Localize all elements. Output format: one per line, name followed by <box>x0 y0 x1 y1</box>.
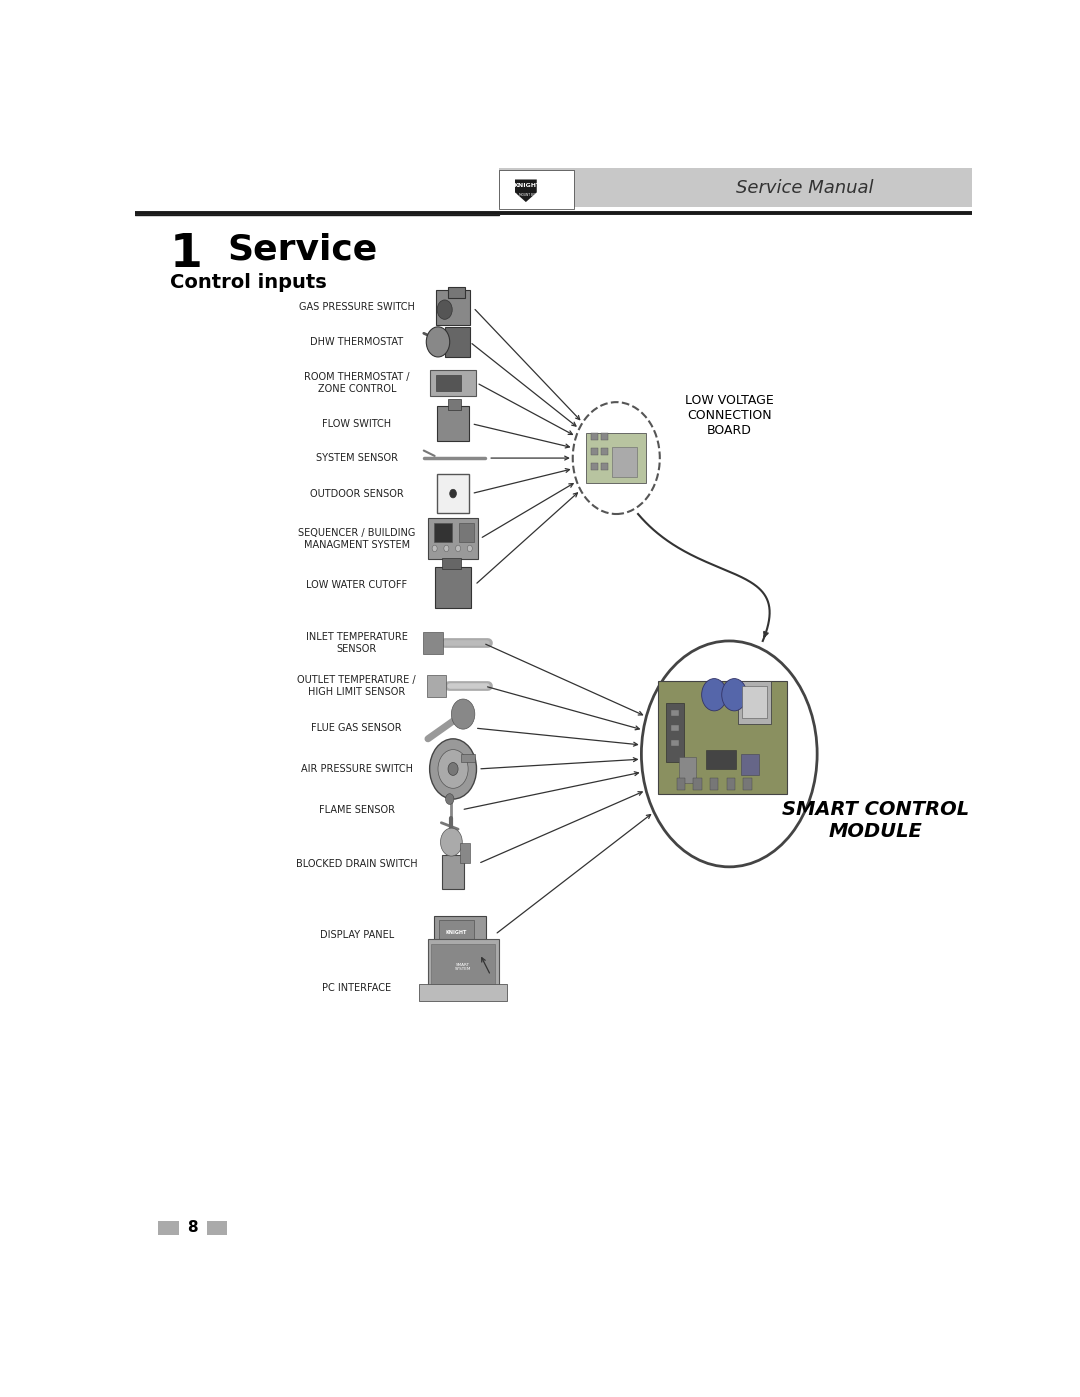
Bar <box>159 1221 178 1235</box>
Bar <box>442 559 460 569</box>
Bar <box>676 778 685 791</box>
Bar <box>671 740 679 746</box>
Text: FLOW SWITCH: FLOW SWITCH <box>322 419 391 429</box>
Text: FLUE GAS SENSOR: FLUE GAS SENSOR <box>311 724 402 733</box>
Bar <box>591 464 598 469</box>
Bar <box>665 703 684 761</box>
Bar <box>499 170 575 208</box>
Text: SMART
SYSTEM: SMART SYSTEM <box>455 963 471 971</box>
Text: PC INTERFACE: PC INTERFACE <box>322 983 391 993</box>
Bar <box>706 750 735 768</box>
Bar <box>438 919 474 946</box>
Circle shape <box>702 679 727 711</box>
Bar <box>602 433 608 440</box>
Text: DISPLAY PANEL: DISPLAY PANEL <box>320 929 394 940</box>
Bar <box>591 448 598 455</box>
Bar <box>428 518 478 559</box>
Bar <box>459 522 474 542</box>
Bar <box>499 168 972 207</box>
Bar <box>461 754 475 763</box>
Circle shape <box>432 545 437 552</box>
Bar <box>434 567 472 608</box>
Text: ROOM THERMOSTAT /
ZONE CONTROL: ROOM THERMOSTAT / ZONE CONTROL <box>305 372 409 394</box>
Bar <box>427 675 446 697</box>
Bar <box>434 916 486 953</box>
Text: KNIGHT: KNIGHT <box>513 183 540 189</box>
Text: LOW WATER CUTOFF: LOW WATER CUTOFF <box>307 580 407 590</box>
Circle shape <box>446 793 454 805</box>
Circle shape <box>427 327 449 358</box>
Bar <box>658 682 787 795</box>
Text: OUTLET TEMPERATURE /
HIGH LIMIT SENSOR: OUTLET TEMPERATURE / HIGH LIMIT SENSOR <box>297 675 416 697</box>
Circle shape <box>437 300 453 320</box>
Bar <box>437 474 469 513</box>
Circle shape <box>572 402 660 514</box>
Bar <box>727 778 735 791</box>
Circle shape <box>448 763 458 775</box>
Bar <box>430 370 476 395</box>
Text: 1: 1 <box>171 232 203 277</box>
Bar <box>602 464 608 469</box>
Bar <box>442 855 464 890</box>
Polygon shape <box>515 179 537 203</box>
Bar <box>591 433 598 440</box>
Bar <box>743 778 752 791</box>
Text: INLET TEMPERATURE
SENSOR: INLET TEMPERATURE SENSOR <box>306 633 408 654</box>
Circle shape <box>721 679 747 711</box>
Bar <box>445 327 470 358</box>
Bar <box>448 942 464 950</box>
Bar <box>436 289 470 326</box>
Text: 8: 8 <box>188 1220 198 1235</box>
Bar <box>671 725 679 731</box>
Bar <box>671 710 679 717</box>
Text: OUTDOOR SENSOR: OUTDOOR SENSOR <box>310 489 404 499</box>
Circle shape <box>456 545 460 552</box>
Bar <box>586 433 647 483</box>
Circle shape <box>438 750 468 788</box>
Circle shape <box>451 698 475 729</box>
Circle shape <box>444 545 449 552</box>
Bar <box>431 944 495 989</box>
Bar <box>693 778 702 791</box>
Text: FLAME SENSOR: FLAME SENSOR <box>319 805 395 814</box>
Text: AIR PRESSURE SWITCH: AIR PRESSURE SWITCH <box>301 764 413 774</box>
Bar <box>679 757 696 784</box>
Bar <box>436 374 461 391</box>
Circle shape <box>430 739 476 799</box>
Bar <box>207 1221 227 1235</box>
Circle shape <box>449 489 457 497</box>
Text: LOW VOLTAGE
CONNECTION
BOARD: LOW VOLTAGE CONNECTION BOARD <box>685 394 773 436</box>
Bar <box>741 754 759 775</box>
Text: SMART CONTROL
MODULE: SMART CONTROL MODULE <box>782 800 970 841</box>
Bar <box>602 448 608 455</box>
Bar <box>428 939 499 995</box>
Text: Service Manual: Service Manual <box>735 179 874 197</box>
Circle shape <box>468 545 472 552</box>
Bar <box>460 844 470 862</box>
Bar <box>738 680 771 724</box>
Bar <box>742 686 767 718</box>
Bar <box>437 407 469 441</box>
Bar <box>448 286 464 298</box>
Text: KNIGHT: KNIGHT <box>446 930 467 935</box>
Circle shape <box>642 641 818 866</box>
Circle shape <box>441 828 462 856</box>
Text: BLOCKED DRAIN SWITCH: BLOCKED DRAIN SWITCH <box>296 859 418 869</box>
Bar <box>448 400 461 409</box>
Text: Control inputs: Control inputs <box>171 272 327 292</box>
Text: DHW THERMOSTAT: DHW THERMOSTAT <box>310 337 403 346</box>
Text: GAS PRESSURE SWITCH: GAS PRESSURE SWITCH <box>299 303 415 313</box>
Bar <box>423 633 443 654</box>
Text: WALL MOUNT BOILER: WALL MOUNT BOILER <box>510 193 542 197</box>
Text: SYSTEM SENSOR: SYSTEM SENSOR <box>315 453 397 462</box>
Bar <box>419 983 507 1002</box>
Bar <box>612 447 637 478</box>
Text: Service: Service <box>227 232 377 267</box>
Text: SEQUENCER / BUILDING
MANAGMENT SYSTEM: SEQUENCER / BUILDING MANAGMENT SYSTEM <box>298 528 416 549</box>
Bar <box>434 522 453 542</box>
Bar <box>710 778 718 791</box>
